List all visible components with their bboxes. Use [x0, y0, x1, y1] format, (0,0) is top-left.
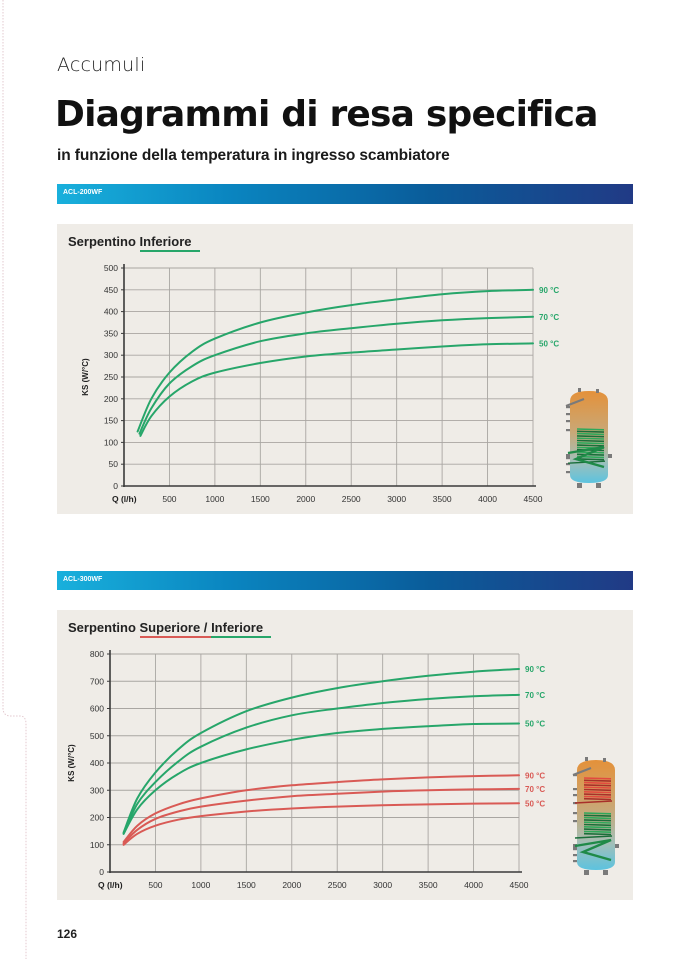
- series-line-green-90c: [122, 668, 520, 834]
- section-label: Accumuli: [57, 54, 146, 76]
- series-label: 70 °C: [525, 691, 545, 700]
- x-tick-label: 1500: [251, 494, 270, 504]
- x-tick-label: 2000: [296, 494, 315, 504]
- x-tick-label: 3000: [387, 494, 406, 504]
- x-tick-label: 3500: [419, 880, 438, 890]
- y-tick-label: 200: [104, 394, 118, 404]
- chart-title-part-inferiore: Inferiore: [211, 620, 272, 638]
- x-tick-label: 4500: [510, 880, 529, 890]
- page-title: Diagrammi di resa specifica: [55, 94, 598, 135]
- y-axis-label: KS (W/°C): [81, 358, 90, 396]
- chart-panel-serpentino-superiore-inferiore: Serpentino Superiore / Inferiore 0 100 200…: [57, 610, 633, 900]
- storage-tank-illustration: [565, 388, 612, 488]
- page-subtitle: in funzione della temperatura in ingress…: [57, 147, 450, 164]
- series-line-green-90c: [136, 288, 534, 433]
- series-label: 90 °C: [539, 286, 559, 295]
- chart-title: Serpentino Inferiore: [68, 234, 200, 252]
- y-tick-label: 50: [109, 459, 119, 469]
- series-line-green-50c: [122, 722, 520, 835]
- y-tick-label: 100: [104, 437, 118, 447]
- series-line-red-90c: [122, 774, 520, 843]
- y-tick-label: 350: [104, 328, 118, 338]
- chart-acl-300wf: 0 100 200 300 400 500 600 700 800 500 1000 1500 2000…: [67, 649, 619, 890]
- chart-title-part: Serpentino: [68, 620, 140, 635]
- x-tick-label: 3500: [433, 494, 452, 504]
- y-tick-label: 500: [90, 731, 104, 741]
- y-tick-label: 300: [104, 350, 118, 360]
- return-coil: [567, 445, 605, 469]
- x-tick-label: 2500: [328, 880, 347, 890]
- x-tick-label: 1000: [205, 494, 224, 504]
- model-bar-acl-200wf: ACL-200WF: [57, 184, 633, 204]
- x-tick-label: 2000: [282, 880, 301, 890]
- series-label: 50 °C: [525, 799, 545, 808]
- series-label: 70 °C: [539, 313, 559, 322]
- y-tick-label: 400: [90, 758, 104, 768]
- red-coil: [574, 777, 613, 804]
- series-label: 90 °C: [525, 665, 545, 674]
- x-tick-label: 1500: [237, 880, 256, 890]
- x-tick-label: 4000: [464, 880, 483, 890]
- model-label: ACL-200WF: [63, 189, 103, 196]
- storage-tank-illustration: [572, 757, 619, 875]
- y-tick-label: 400: [104, 307, 118, 317]
- y-tick-label: 300: [90, 785, 104, 795]
- y-tick-label: 0: [99, 867, 104, 877]
- chart-panel-serpentino-inferiore: Serpentino Inferiore 0 50 100 150 200 250 300 3…: [57, 224, 633, 514]
- y-tick-label: 600: [90, 704, 104, 714]
- y-tick-label: 150: [104, 416, 118, 426]
- series-line-red-70c: [122, 787, 520, 845]
- chart-title-part-inferiore: Inferiore: [139, 234, 200, 252]
- x-tick-label: 4000: [478, 494, 497, 504]
- green-coil: [574, 812, 613, 839]
- x-tick-label: 1000: [191, 880, 210, 890]
- y-tick-label: 800: [90, 649, 104, 659]
- y-tick-label: 100: [90, 840, 104, 850]
- chart-title-part-superiore: Superiore /: [139, 620, 216, 638]
- model-bar-acl-300wf: ACL-300WF: [57, 571, 633, 590]
- y-tick-label: 450: [104, 285, 118, 295]
- x-axis-label: Q (l/h): [98, 880, 123, 890]
- series-line-green-70c: [122, 693, 520, 835]
- y-tick-label: 700: [90, 676, 104, 686]
- x-tick-label: 3000: [373, 880, 392, 890]
- page-edge-tab: [2, 0, 27, 959]
- x-axis-label: Q (l/h): [112, 494, 137, 504]
- y-tick-label: 200: [90, 813, 104, 823]
- series-label: 50 °C: [539, 339, 559, 348]
- x-tick-label: 4500: [524, 494, 543, 504]
- y-tick-label: 0: [113, 481, 118, 491]
- series-label: 90 °C: [525, 771, 545, 780]
- series-line-red-50c: [122, 802, 520, 846]
- y-axis-label: KS (W/°C): [67, 744, 76, 782]
- chart-title-part: Serpentino: [68, 234, 140, 249]
- page-number: 126: [57, 927, 78, 941]
- x-tick-label: 500: [148, 880, 162, 890]
- series-label: 50 °C: [525, 719, 545, 728]
- series-line-green-50c: [139, 342, 534, 437]
- model-label: ACL-300WF: [63, 576, 103, 583]
- chart-title: Serpentino Superiore / Inferiore: [68, 620, 272, 638]
- series-label: 70 °C: [525, 785, 545, 794]
- x-tick-label: 500: [162, 494, 176, 504]
- return-coil: [574, 838, 612, 862]
- y-tick-label: 250: [104, 372, 118, 382]
- series-line-green-70c: [138, 315, 534, 435]
- x-tick-label: 2500: [342, 494, 361, 504]
- y-tick-label: 500: [104, 263, 118, 273]
- chart-acl-200wf: 0 50 100 150 200 250 300 350 400 450 500 500 1000 150…: [81, 263, 612, 504]
